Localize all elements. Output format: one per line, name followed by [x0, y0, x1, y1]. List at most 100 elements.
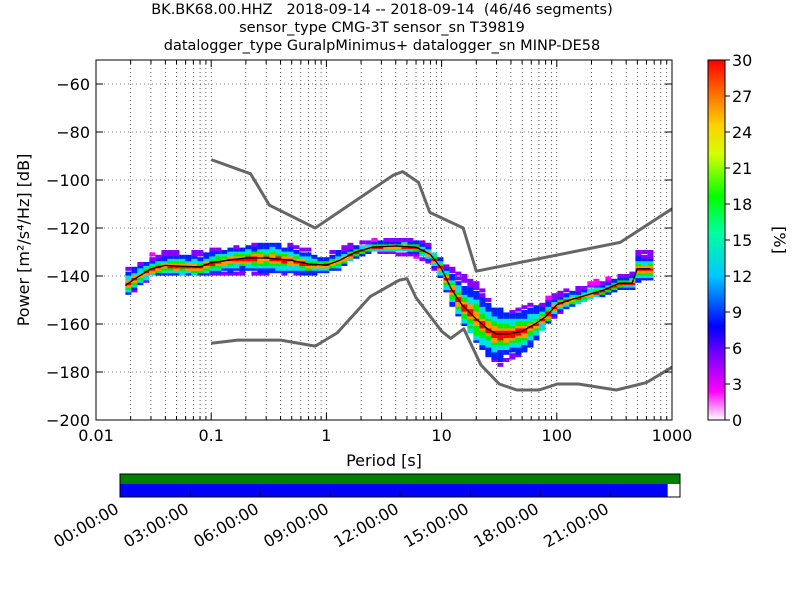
heatmap-cell — [197, 269, 204, 274]
heatmap-cell — [257, 254, 264, 259]
heatmap-cell — [251, 254, 258, 259]
heatmap-cell — [485, 350, 492, 355]
heatmap-cell — [461, 288, 468, 293]
heatmap-cell — [305, 252, 312, 257]
colorbar-tick-label: 9 — [732, 303, 742, 322]
heatmap-cell — [593, 293, 600, 298]
heatmap-cell — [509, 336, 516, 341]
coverage-tick-label: 18:00:00 — [470, 499, 542, 551]
heatmap-cell — [443, 286, 450, 290]
heatmap-cell — [515, 307, 522, 312]
heatmap-cell — [551, 307, 558, 312]
heatmap-cell — [479, 293, 486, 298]
heatmap-cell — [515, 343, 522, 348]
heatmap-cell — [287, 245, 294, 250]
heatmap-cell — [521, 329, 528, 334]
heatmap-cell — [311, 264, 318, 269]
heatmap-cell — [137, 269, 144, 274]
heatmap-cell — [167, 252, 174, 257]
heatmap-cell — [569, 295, 576, 300]
heatmap-cell — [341, 252, 348, 257]
heatmap-cell — [185, 269, 192, 274]
heatmap-cell — [125, 290, 132, 295]
heatmap-cell — [497, 326, 504, 331]
heatmap-cell — [287, 252, 294, 257]
heatmap-cell — [287, 247, 294, 252]
mode-curve — [125, 245, 651, 335]
heatmap-cell — [431, 264, 438, 269]
heatmap-cell — [161, 252, 168, 257]
heatmap-cell — [491, 350, 498, 355]
heatmap-cell — [503, 343, 510, 348]
heatmap-cell — [257, 271, 264, 276]
heatmap-cell — [485, 317, 492, 322]
heatmap-cell — [209, 262, 216, 266]
heatmap-cell — [509, 312, 516, 317]
heatmap-cell — [509, 319, 516, 324]
heatmap-cell — [623, 276, 630, 281]
heatmap-cell — [191, 271, 198, 276]
heatmap-cell — [479, 341, 486, 346]
heatmap-cell — [431, 252, 438, 257]
heatmap-cell — [203, 252, 210, 257]
heatmap-cell — [185, 259, 192, 264]
heatmap-cell — [617, 286, 624, 290]
heatmap-cell — [617, 283, 624, 288]
heatmap-cell — [215, 254, 222, 259]
heatmap-cell — [329, 266, 336, 271]
heatmap-cell — [383, 247, 390, 252]
heatmap-cell — [347, 250, 354, 254]
heatmap-cell — [485, 310, 492, 314]
heatmap-cell — [461, 322, 468, 326]
heatmap-cell — [599, 283, 606, 288]
heatmap-cell — [365, 245, 372, 250]
heatmap-cell — [467, 314, 474, 319]
heatmap-cell — [587, 281, 594, 286]
heatmap-cell — [503, 338, 510, 343]
heatmap-cell — [197, 259, 204, 264]
heatmap-cell — [521, 343, 528, 348]
heatmap-cell — [635, 262, 642, 266]
heatmap-cell — [593, 278, 600, 283]
heatmap-cell — [323, 264, 330, 269]
heatmap-cell — [215, 252, 222, 257]
heatmap-cell — [563, 293, 570, 298]
heatmap-cell — [467, 300, 474, 305]
heatmap-cell — [485, 322, 492, 326]
heatmap-cell — [473, 310, 480, 314]
heatmap-cell — [461, 302, 468, 307]
heatmap-cell — [269, 262, 276, 266]
heatmap-cell — [515, 326, 522, 331]
heatmap-cell — [263, 257, 270, 262]
heatmap-cell — [509, 314, 516, 319]
heatmap-cell — [251, 250, 258, 254]
heatmap-cell — [575, 300, 582, 305]
heatmap-cell — [575, 288, 582, 293]
heatmap-cell — [215, 262, 222, 266]
heatmap-cell — [491, 358, 498, 362]
heatmap-cell — [347, 245, 354, 250]
heatmap-cell — [503, 319, 510, 324]
heatmap-cell — [263, 262, 270, 266]
heatmap-cell — [425, 245, 432, 250]
heatmap-cell — [125, 274, 132, 278]
heatmap-cell — [185, 254, 192, 259]
heatmap-cell — [539, 322, 546, 326]
heatmap-cell — [533, 324, 540, 329]
heatmap-cell — [407, 240, 414, 245]
heatmap-cell — [473, 286, 480, 290]
heatmap-cell — [335, 252, 342, 257]
heatmap-cell — [461, 286, 468, 290]
heatmap-cell — [539, 302, 546, 307]
heatmap-cell — [353, 252, 360, 257]
heatmap-cell — [377, 242, 384, 247]
heatmap-cell — [491, 317, 498, 322]
heatmap-cell — [419, 242, 426, 247]
heatmap-cell — [257, 259, 264, 264]
heatmap-cell — [629, 283, 636, 288]
heatmap-cell — [533, 310, 540, 314]
heatmap-cell — [485, 307, 492, 312]
heatmap-cell — [179, 262, 186, 266]
heatmap-cell — [527, 343, 534, 348]
